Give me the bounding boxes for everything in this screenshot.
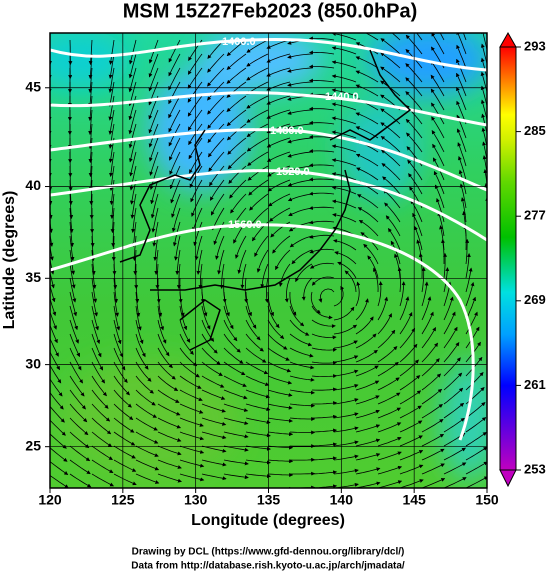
streamline (136, 488, 159, 497)
colorbar-tick-label: 277 (524, 208, 546, 223)
x-tick-label: 150 (475, 492, 499, 508)
contour-label: 1400.0 (222, 36, 256, 48)
title: MSM 15Z27Feb2023 (850.0hPa) (123, 0, 418, 22)
contour-label: 1440.0 (325, 91, 359, 103)
colorbar-tick-label: 293 (524, 38, 546, 53)
y-tick-label: 25 (25, 437, 41, 453)
streamline (158, 488, 181, 495)
contour-label: 1520.0 (276, 166, 310, 178)
colorbar-max-triangle (500, 33, 516, 47)
y-axis-label: Latitude (degrees) (1, 191, 18, 330)
x-tick-label: 125 (111, 492, 135, 508)
colorbar-min-triangle (500, 470, 516, 486)
streamline (488, 240, 491, 264)
streamline (70, 488, 91, 500)
footer-line: Drawing by DCL (https://www.gfd-dennou.o… (132, 547, 405, 558)
streamline (488, 298, 498, 320)
x-tick-label: 130 (184, 492, 208, 508)
streamline (488, 283, 496, 306)
y-tick-label: 35 (25, 269, 41, 285)
y-tick-label: 30 (25, 355, 41, 371)
x-tick-label: 145 (402, 492, 426, 508)
x-tick-label: 140 (330, 492, 354, 508)
streamline (488, 312, 500, 334)
streamline (488, 212, 489, 237)
colorbar-tick-label: 269 (524, 292, 546, 307)
streamline (488, 254, 493, 278)
field: 1400.0 1440.0 1480.0 1520.0 1560.0 (30, 16, 509, 501)
x-axis-label: Longitude (degrees) (191, 512, 345, 529)
streamline (488, 226, 490, 250)
colorbar-tick-label: 253 (524, 461, 546, 476)
colorbar-tick-label: 261 (524, 377, 546, 392)
y-tick-label: 40 (25, 177, 41, 193)
x-tick-label: 120 (38, 492, 62, 508)
x-tick-label: 135 (257, 492, 281, 508)
contour-label: 1560.0 (228, 219, 262, 231)
y-tick-label: 45 (25, 78, 41, 94)
colorbar-bar (500, 47, 516, 470)
colorbar-tick-label: 285 (524, 123, 546, 138)
footer-line: Data from http://database.rish.kyoto-u.a… (131, 561, 405, 572)
streamline (488, 268, 495, 292)
contour-label: 1480.0 (270, 125, 304, 137)
colorbar: 253 261 269 277 285 293 (500, 33, 546, 486)
streamline (488, 327, 501, 348)
